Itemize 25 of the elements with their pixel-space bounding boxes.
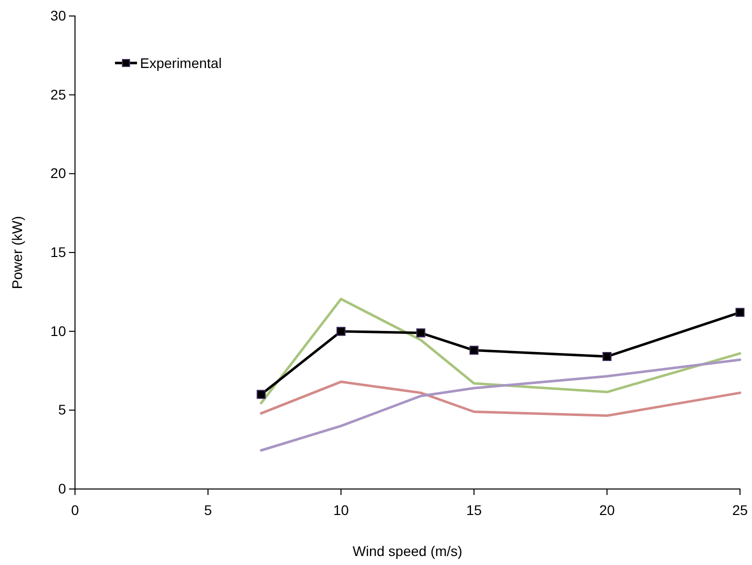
x-tick-label: 10 <box>333 502 349 518</box>
point <box>470 346 478 355</box>
line-series <box>260 380 742 417</box>
legend-label: Experimental <box>140 54 222 71</box>
y-tick-label: 5 <box>58 402 66 418</box>
y-tick-label: 15 <box>50 244 66 260</box>
y-tick-label: 20 <box>50 165 66 182</box>
point <box>602 352 612 362</box>
y-tick-label: 25 <box>50 86 66 102</box>
y-tick-label: 30 <box>50 7 66 24</box>
x-axis-title: Wind speed (m/s) <box>352 543 462 559</box>
line-series <box>260 298 742 404</box>
y-tick-label: 10 <box>50 322 66 339</box>
x-tick-label: 0 <box>71 502 80 518</box>
x-tick-label: 25 <box>732 502 748 518</box>
x-tick-label: 15 <box>466 502 482 518</box>
point <box>416 328 426 338</box>
line-series <box>260 358 742 452</box>
point <box>256 390 266 399</box>
point <box>736 308 744 317</box>
x-tick-label: 5 <box>204 502 212 518</box>
point <box>336 326 346 336</box>
y-tick-label: 0 <box>58 480 66 496</box>
y-axis-title: Power (kW) <box>9 216 25 290</box>
x-tick-label: 20 <box>599 502 615 518</box>
